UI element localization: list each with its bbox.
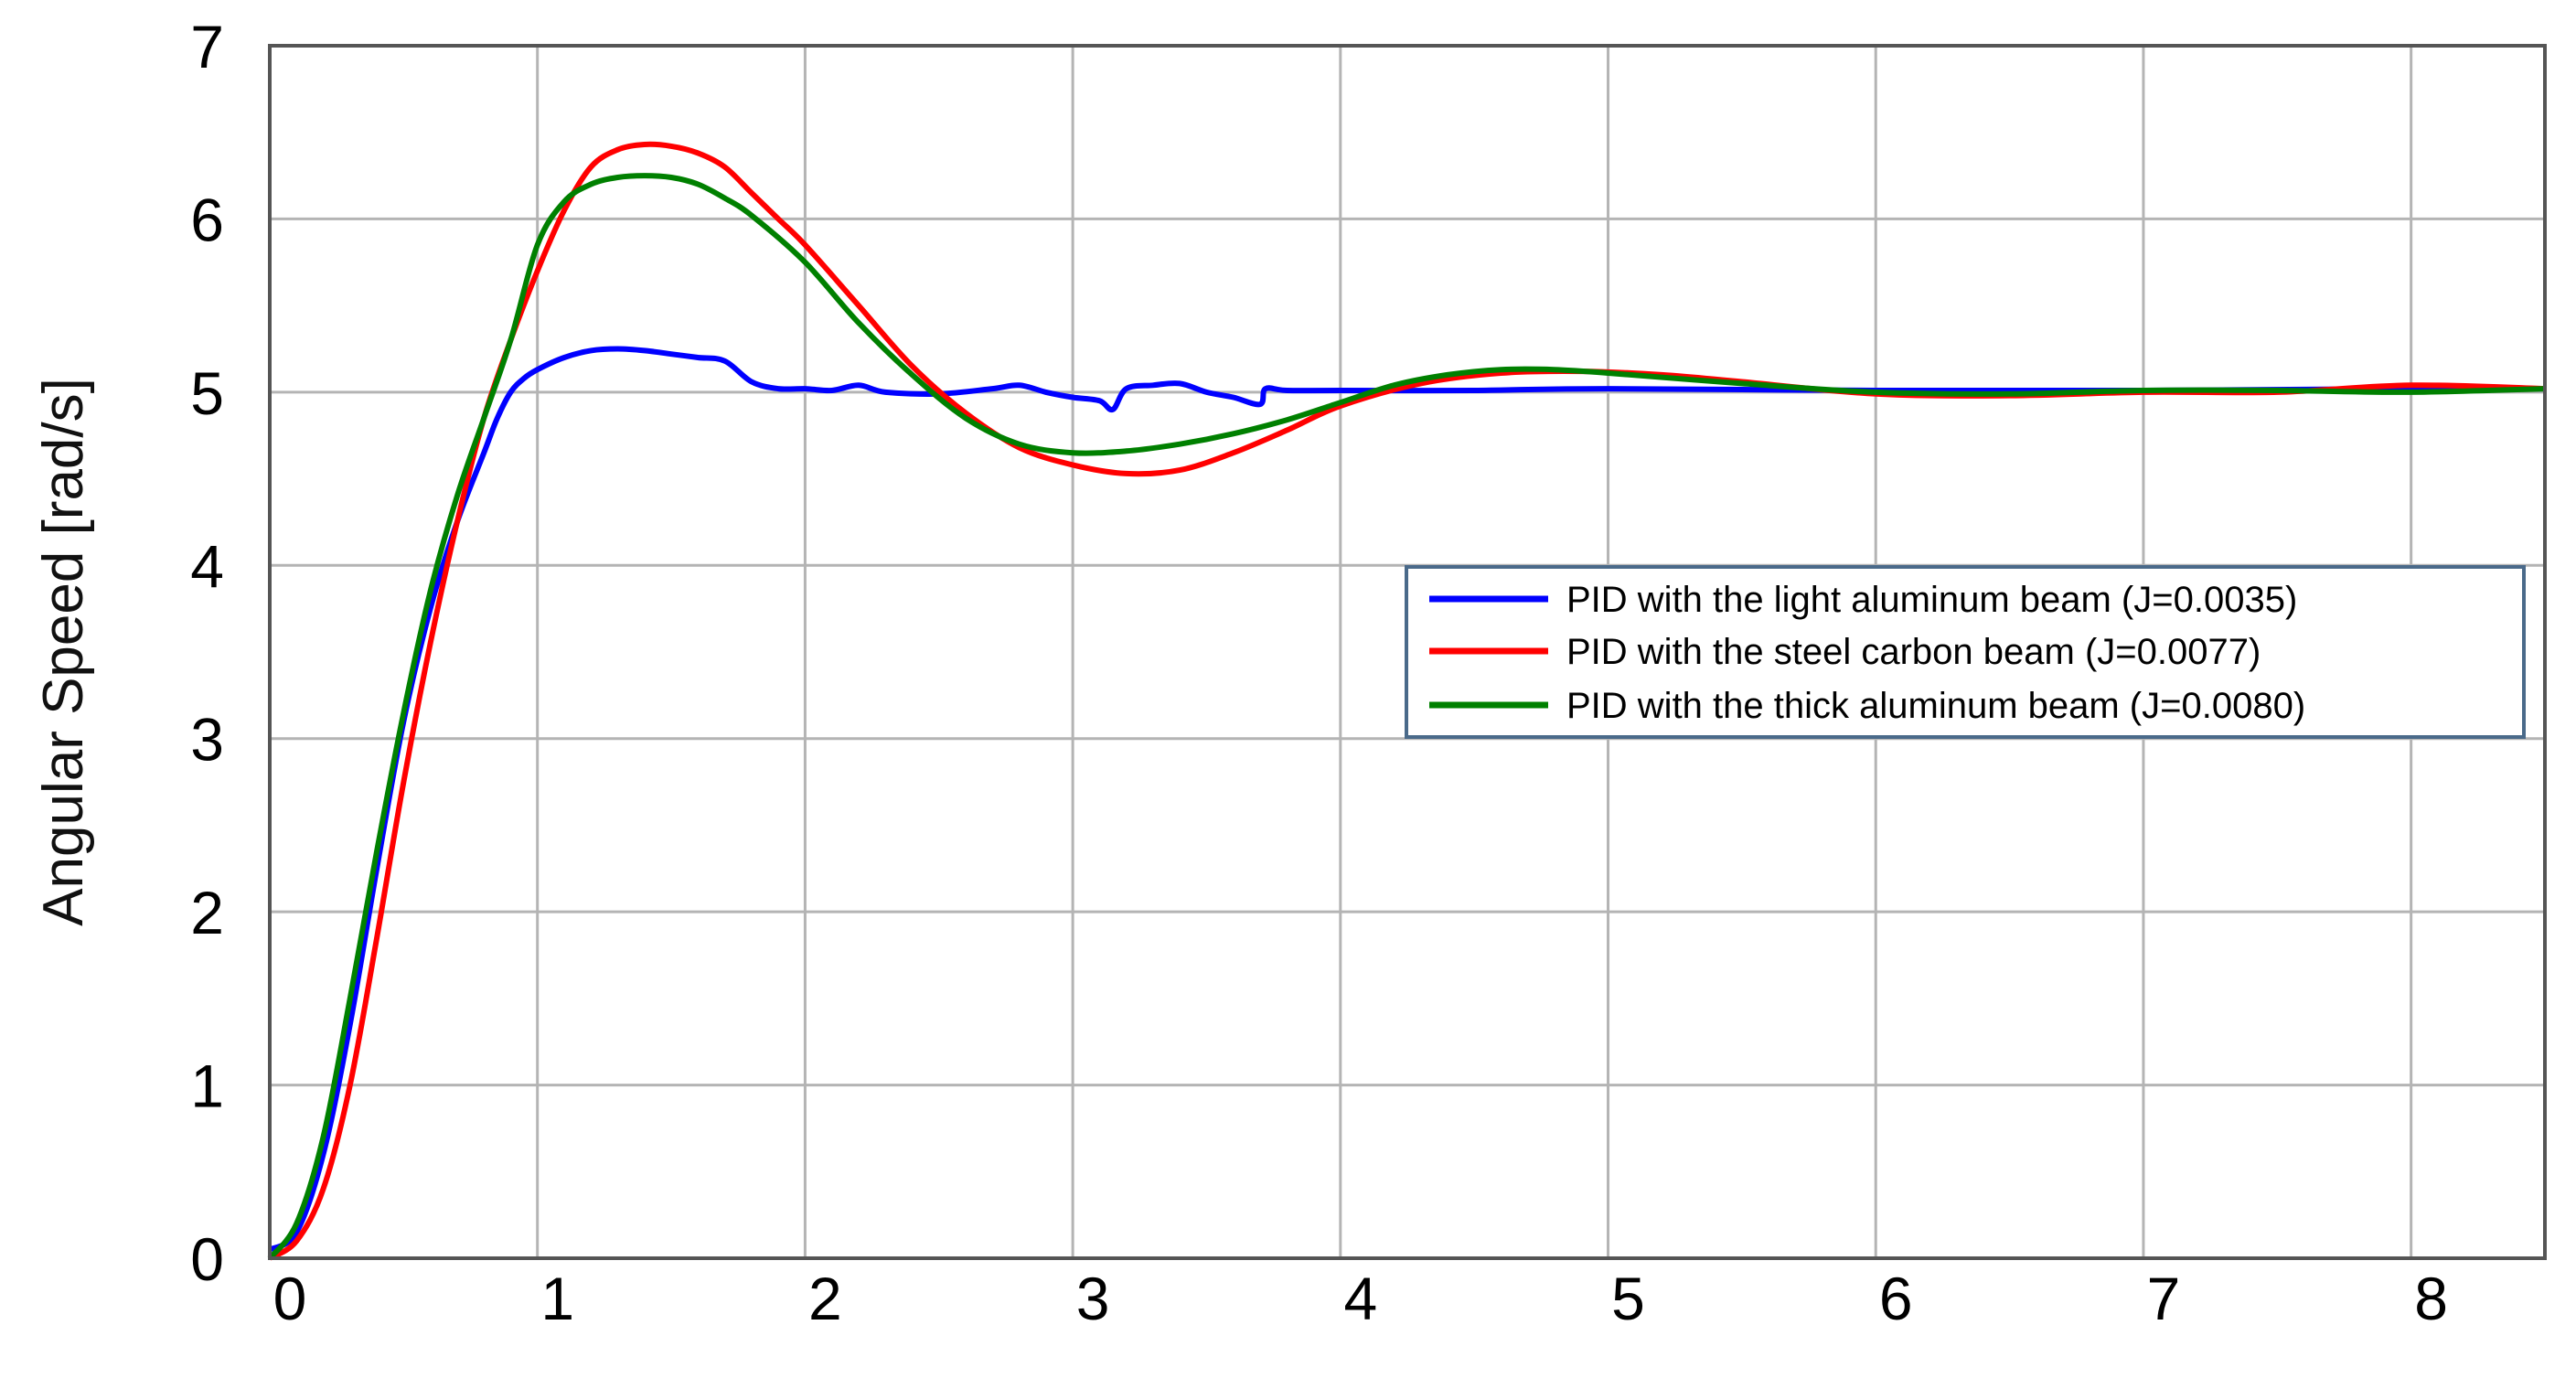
x-tick-label: 2 bbox=[808, 1265, 842, 1332]
y-tick-label: 1 bbox=[190, 1052, 224, 1120]
plot-frame bbox=[268, 44, 2547, 1260]
series-thick-aluminum bbox=[267, 173, 2546, 1260]
x-tick-label: 5 bbox=[1611, 1265, 1645, 1332]
y-tick-label: 0 bbox=[190, 1225, 224, 1293]
legend-label-steel-carbon: PID with the steel carbon beam (J=0.0077… bbox=[1566, 632, 2261, 672]
y-tick-labels: 0 1 2 3 4 5 6 7 bbox=[190, 13, 224, 1293]
legend-label-light-aluminum: PID with the light aluminum beam (J=0.00… bbox=[1566, 580, 2297, 620]
x-tick-label: 6 bbox=[1879, 1265, 1913, 1332]
x-tick-label: 7 bbox=[2147, 1265, 2181, 1332]
x-tick-label: 3 bbox=[1076, 1265, 1110, 1332]
y-axis-label: Angular Speed [rad/s] bbox=[32, 378, 95, 926]
x-tick-label: 8 bbox=[2414, 1265, 2448, 1332]
y-tick-label: 3 bbox=[190, 706, 224, 774]
y-tick-label: 2 bbox=[190, 879, 224, 946]
series-lines bbox=[267, 141, 2546, 1261]
series-light-aluminum bbox=[268, 346, 2546, 1253]
x-tick-label: 0 bbox=[273, 1265, 307, 1332]
y-tick-label: 7 bbox=[190, 13, 224, 80]
legend: PID with the light aluminum beam (J=0.00… bbox=[1405, 565, 2526, 739]
x-tick-label: 4 bbox=[1343, 1265, 1377, 1332]
legend-label-thick-aluminum: PID with the thick aluminum beam (J=0.00… bbox=[1566, 686, 2305, 726]
y-tick-label: 5 bbox=[190, 359, 224, 427]
x-tick-label: 1 bbox=[540, 1265, 574, 1332]
y-tick-label: 4 bbox=[190, 532, 224, 600]
legend-box bbox=[1405, 565, 2526, 739]
y-tick-label: 6 bbox=[190, 186, 224, 253]
x-tick-labels: 0 1 2 3 4 5 6 7 8 bbox=[273, 1265, 2448, 1332]
